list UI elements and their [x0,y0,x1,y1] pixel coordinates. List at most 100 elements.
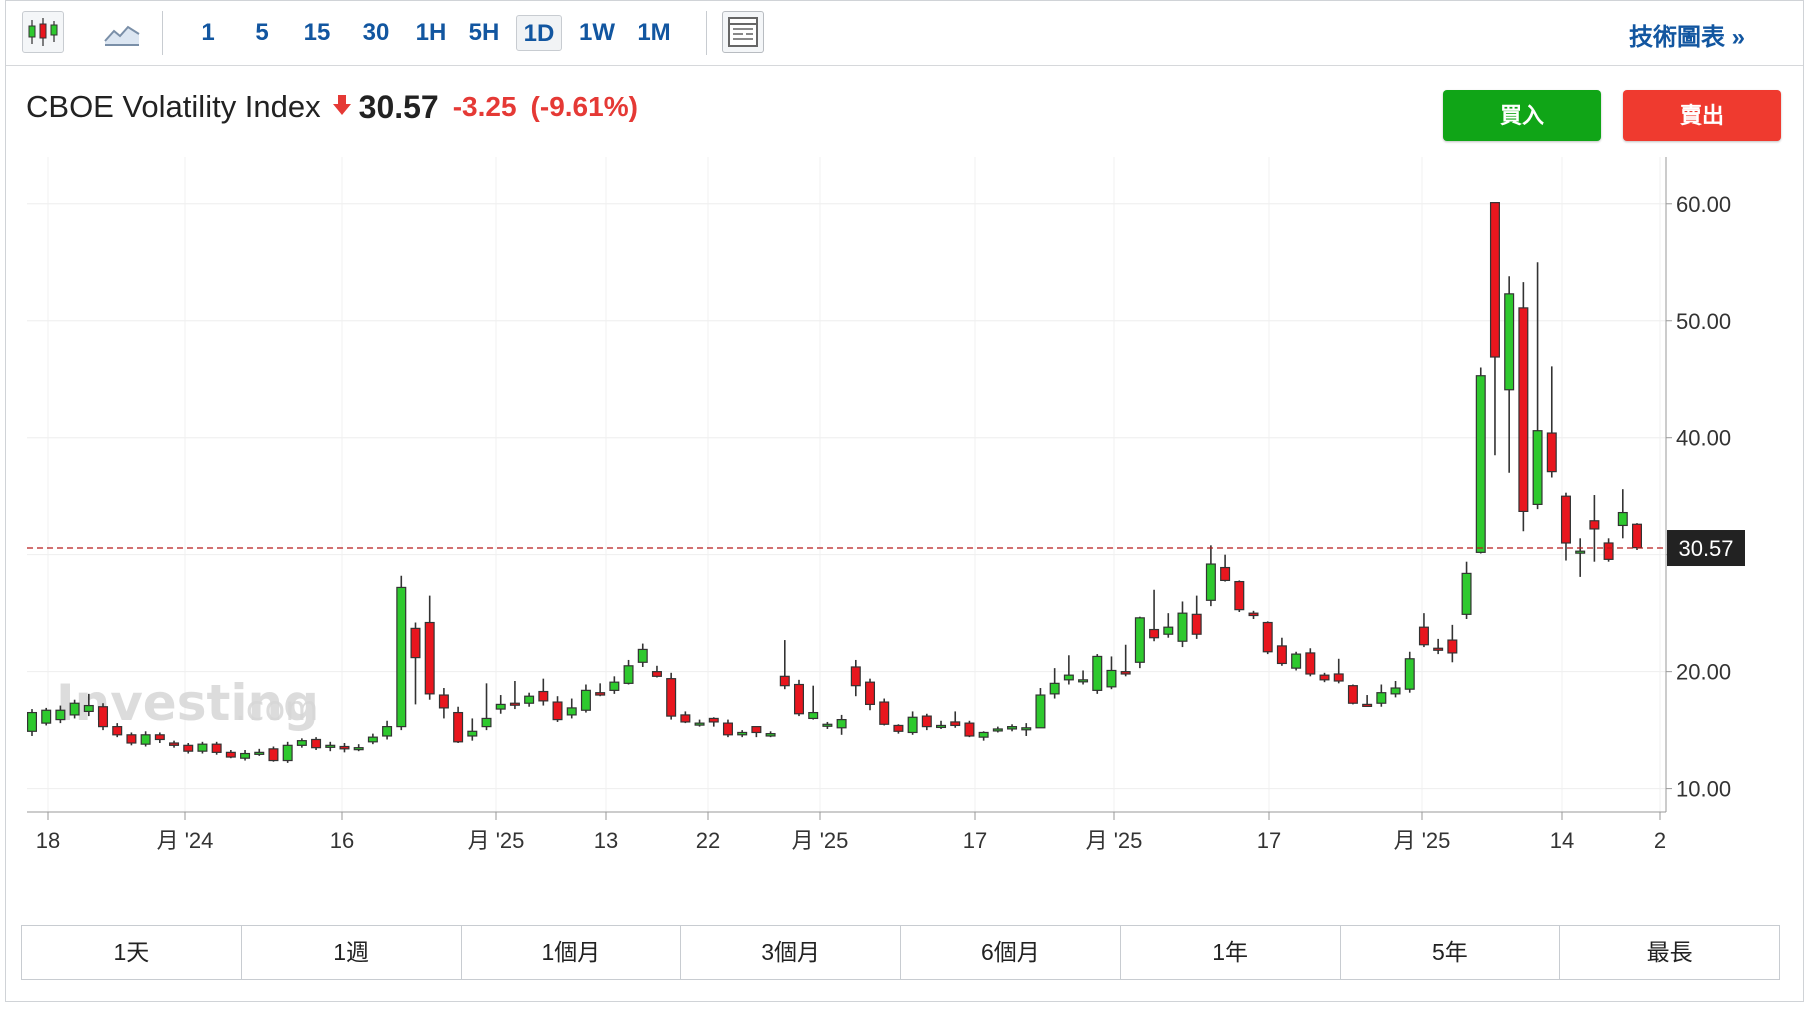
candle-body [595,692,606,696]
range-option[interactable]: 1個月 [462,926,682,979]
candle [296,738,307,748]
candle-body [1177,612,1188,642]
x-tick-label: 22 [696,828,720,853]
technical-chart-link[interactable]: 技術圖表 » [1628,24,1745,51]
candle-body [1035,694,1046,729]
candle [538,678,549,706]
candle [779,640,790,690]
candle-body [1362,703,1373,707]
y-tick-label: 50.00 [1676,309,1731,334]
candle-body [850,666,861,687]
candle [964,720,975,738]
candle [1291,651,1302,671]
range-option[interactable]: 1年 [1121,926,1341,979]
range-option[interactable]: 3個月 [681,926,901,979]
candle [1589,495,1600,562]
layout-icon[interactable] [722,11,764,53]
candle-body [666,678,677,717]
last-price: 30.57 [358,88,439,125]
candle-body [552,701,563,721]
range-option[interactable]: 5年 [1341,926,1561,979]
candle-body [779,675,790,687]
candle-body [197,743,208,752]
candle [1362,695,1373,707]
candle-body [623,665,634,684]
candle-body [438,694,449,709]
candle [1063,655,1074,685]
candle [580,684,591,713]
candle [637,643,648,667]
candle [1007,724,1018,732]
candle [254,748,265,756]
candle-body [26,711,38,732]
candlestick-chart-icon[interactable] [22,11,64,53]
timeframe-1w[interactable]: 1W [579,19,615,46]
y-tick-label: 40.00 [1676,426,1731,451]
toolbar-divider [162,11,163,55]
candle [978,731,989,741]
candle-body [282,744,293,762]
candle-body [722,722,733,736]
candle [339,742,350,753]
candle-body [1617,511,1628,527]
candle [1049,668,1060,699]
candle-body [1120,671,1131,675]
candle [1276,637,1287,666]
candle [1262,621,1273,655]
sell-button[interactable]: 賣出 [1623,90,1781,141]
candle-body [367,736,378,743]
price-change: -3.25 [452,91,517,122]
price-change-percent: (-9.61%) [530,91,638,122]
range-option[interactable]: 1天 [22,926,242,979]
candle [183,742,194,754]
candle [169,740,180,748]
timeframe-5h[interactable]: 5H [468,19,500,46]
candle-body [1134,617,1145,663]
y-tick-label: 10.00 [1676,777,1731,802]
candle [694,719,705,727]
candle [1134,616,1145,669]
range-option[interactable]: 6個月 [901,926,1121,979]
area-chart-icon[interactable] [102,11,144,53]
instrument-name: CBOE Volatility Index [26,89,321,124]
timeframe-15[interactable]: 15 [303,19,331,46]
candle [311,737,322,751]
timeframe-1m[interactable]: 1M [637,19,671,46]
x-tick-label: 月 '25 [1086,828,1143,853]
candle [1546,366,1557,478]
candle-body [1262,621,1273,653]
candle [353,744,364,752]
toolbar-divider [706,11,707,55]
candle [1461,561,1472,620]
candle-body [211,743,222,753]
range-option[interactable]: 1週 [242,926,462,979]
candle-body [1163,626,1174,635]
candle [240,750,251,761]
buy-button[interactable]: 買入 [1443,90,1601,141]
x-tick-label: 14 [1550,828,1574,853]
y-tick-label: 60.00 [1676,192,1731,217]
candle [936,720,947,729]
timeframe-1[interactable]: 1 [201,19,215,46]
candle-body [1319,674,1330,681]
range-option[interactable]: 最長 [1646,939,1693,965]
candle-body [1518,307,1529,513]
candle [1333,658,1344,684]
candle-body [566,707,577,716]
candle [1390,681,1401,698]
candle [822,721,833,729]
candle-body [98,706,109,728]
timeframe-1d[interactable]: 1D [516,15,562,51]
timeframe-1h[interactable]: 1H [415,19,447,46]
timeframe-30[interactable]: 30 [362,19,390,46]
candle-body [865,681,876,705]
candle [438,688,449,719]
candle-body [112,726,123,736]
candle-body [1106,669,1117,688]
timeframe-5[interactable]: 5 [255,19,269,46]
candle [722,719,733,738]
candle-body [325,744,336,748]
candle [793,679,804,717]
